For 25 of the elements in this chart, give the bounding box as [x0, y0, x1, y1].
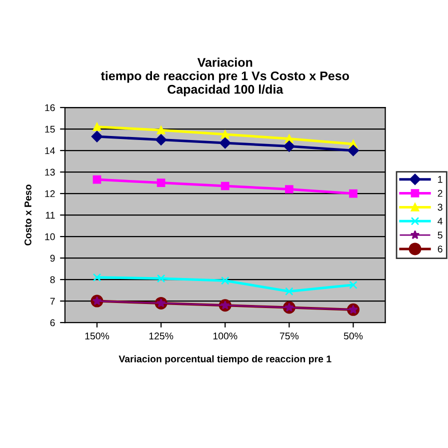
x-tick-label: 75% [280, 332, 299, 340]
legend-label: 1 [438, 176, 442, 183]
y-tick-label: 12 [45, 190, 55, 198]
y-tick-label: 11 [46, 212, 55, 219]
y-tick-label: 16 [45, 104, 55, 112]
x-tick-label: 100% [213, 332, 238, 340]
legend-label: 4 [438, 218, 443, 225]
y-tick-label: 15 [45, 126, 55, 133]
y-axis-title: Costo x Peso [24, 184, 32, 246]
y-tick-label: 13 [45, 168, 55, 176]
legend-label: 5 [438, 232, 442, 239]
x-tick-label: 125% [149, 332, 174, 340]
x-tick-label: 50% [344, 332, 363, 340]
y-tick-label: 6 [50, 319, 55, 326]
legend-label: 2 [438, 190, 442, 197]
x-axis-title: Variacion porcentual tiempo de reaccion pre 1 [118, 355, 332, 364]
y-tick-label: 7 [50, 298, 55, 305]
y-tick-label: 8 [50, 276, 55, 284]
chart-title: Variacion tiempo de reaccion pre 1 Vs Costo x Peso Capacidad 100 l/dia [100, 58, 349, 96]
y-tick-label: 10 [45, 233, 55, 240]
y-tick-label: 9 [50, 254, 55, 262]
legend-label: 6 [438, 246, 442, 252]
legend-label: 3 [438, 204, 442, 211]
y-tick-label: 14 [45, 147, 55, 154]
x-tick-label: 150% [85, 332, 110, 340]
